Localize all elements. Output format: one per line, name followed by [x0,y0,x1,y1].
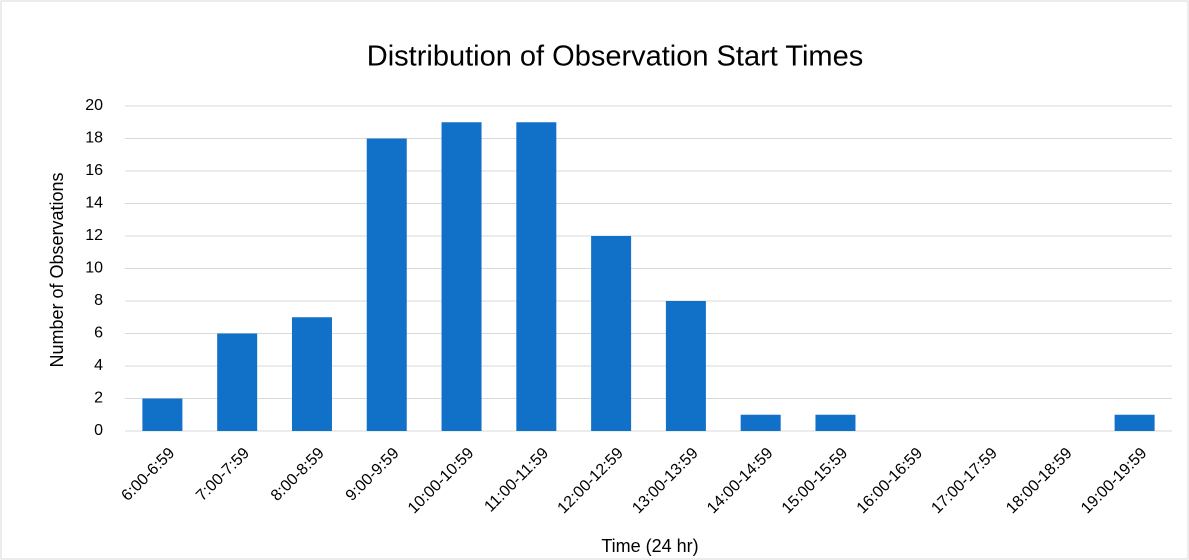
bar [591,236,632,431]
bar [142,398,183,431]
y-tick-label: 12 [85,227,103,244]
y-tick-label: 16 [85,162,103,179]
y-tick-label: 0 [94,422,103,439]
bar [366,138,407,431]
y-tick-label: 8 [94,292,103,309]
chart-title: Distribution of Observation Start Times [367,41,863,73]
bar [516,122,557,431]
y-tick-label: 18 [85,130,103,147]
y-tick-label: 14 [85,195,103,212]
y-tick-label: 6 [94,325,103,342]
bar [441,122,482,431]
bar [740,414,781,431]
y-tick-label: 4 [94,357,103,374]
y-tick-label: 10 [85,260,103,277]
bar [815,414,856,431]
bar [1114,414,1155,431]
y-tick-label: 20 [85,97,103,114]
x-axis-title: Time (24 hr) [601,536,698,556]
y-tick-label: 2 [94,390,103,407]
bar [217,333,258,431]
bar [665,301,706,431]
bar [291,317,332,431]
y-axis-title: Number of Observations [47,172,67,367]
